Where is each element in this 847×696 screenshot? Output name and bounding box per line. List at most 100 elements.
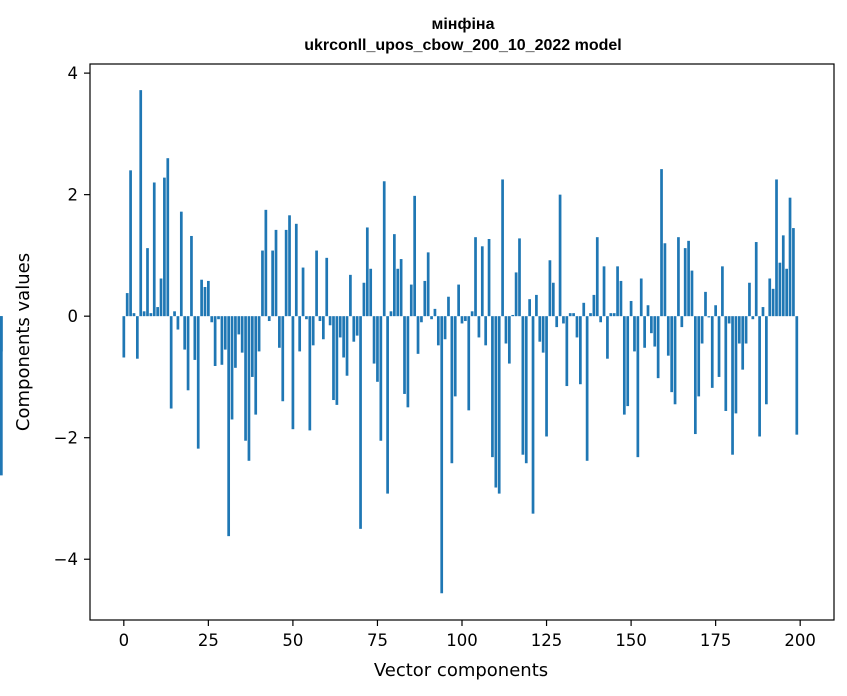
bar-16 [176,316,180,330]
bar-80 [393,234,396,317]
bar-91 [430,316,433,320]
bar-184 [744,316,748,344]
x-tick-label: 50 [282,631,303,650]
bar-192 [771,288,775,317]
bar-5 [139,90,143,317]
bar-68 [352,316,356,342]
bar-163 [673,316,677,405]
bar-104 [474,237,477,317]
bar-undefined [0,316,3,476]
bar-51 [294,223,298,317]
bar-153 [639,278,643,317]
bar-121 [531,316,535,514]
bar-160 [663,243,667,317]
bar-82 [399,259,403,317]
bar-123 [538,316,542,342]
bar-113 [504,316,508,344]
bar-59 [321,316,325,340]
bar-73 [369,268,373,317]
bar-189 [761,307,765,317]
y-tick-label: −2 [54,429,78,448]
x-tick-label: 0 [119,631,130,650]
bar-166 [683,248,687,317]
bar-165 [680,316,684,328]
bar-83 [403,316,406,394]
bar-87 [416,316,420,354]
bar-149 [626,316,630,407]
bar-8 [149,313,153,317]
bar-191 [768,278,772,317]
bar-92 [433,308,437,317]
bar-129 [558,194,562,317]
bar-139 [592,294,596,317]
bar-40 [257,316,261,352]
y-tick-label: −4 [54,550,78,569]
bar-13 [166,158,170,317]
bar-155 [646,305,650,317]
bar-7 [146,248,149,317]
bar-115 [511,314,515,317]
bar-58 [318,316,322,322]
bar-37 [247,316,251,461]
bar-56 [311,316,315,346]
bar-156 [650,316,653,334]
bar-183 [741,316,745,370]
bar-182 [737,316,741,344]
bar-141 [599,316,603,323]
bar-111 [497,316,501,494]
plot-frame [89,63,835,621]
bar-140 [595,237,599,317]
bar-199 [795,316,799,435]
bar-146 [616,266,619,317]
bar-127 [551,282,555,317]
bar-44 [271,250,274,317]
bar-35 [240,316,244,353]
bar-63 [335,316,339,405]
x-tick-label: 75 [367,631,388,650]
bar-76 [379,316,383,441]
bar-176 [717,316,721,377]
bar-196 [785,268,789,317]
bar-174 [710,316,714,388]
chart-subtitle: ukrconll_upos_cbow_200_10_2022 model [304,37,621,54]
bar-46 [278,316,281,348]
bar-138 [589,313,592,317]
bar-130 [562,316,565,324]
bar-18 [183,316,187,350]
bar-88 [420,316,423,323]
bar-34 [237,316,241,335]
bar-93 [436,316,440,346]
bar-78 [386,316,389,494]
bar-109 [491,316,494,458]
bar-120 [528,299,531,317]
bar-134 [575,316,579,338]
bar-97 [450,316,454,464]
bar-128 [555,316,559,328]
bar-116 [514,272,518,317]
bar-175 [714,305,717,317]
bar-41 [261,250,264,317]
bar-12 [163,177,166,317]
bar-42 [264,209,268,317]
x-tick-label: 150 [615,631,647,650]
bar-133 [572,313,575,317]
bar-14 [169,316,173,409]
bar-168 [690,270,694,317]
bar-0 [122,316,126,358]
bar-98 [453,316,457,397]
bar-17 [179,211,183,317]
bar-57 [315,250,318,317]
bar-24 [203,287,207,317]
bar-125 [545,316,548,437]
bar-101 [464,316,467,322]
bar-60 [325,257,329,317]
bar-52 [298,316,302,352]
bar-67 [349,274,352,317]
chart-title: мінфіна [432,16,495,33]
bar-39 [254,316,258,415]
bar-136 [582,302,586,317]
bar-137 [585,316,589,461]
bar-126 [548,260,552,317]
bar-2 [129,170,132,317]
bar-154 [643,316,646,348]
